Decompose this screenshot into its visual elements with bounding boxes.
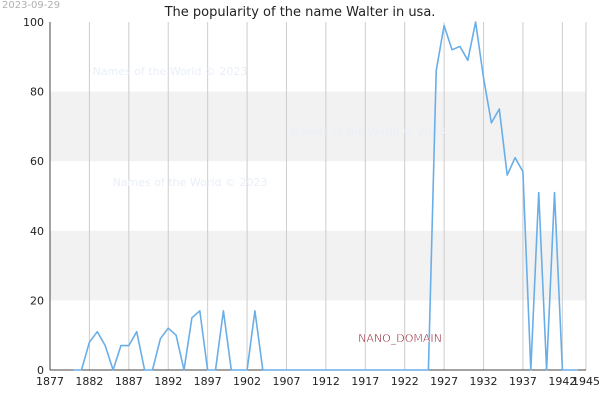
x-tick-label: 1932 (470, 375, 498, 388)
x-tick-label: 1892 (154, 375, 182, 388)
x-tick-label: 1877 (36, 375, 64, 388)
y-tick-label: 100 (23, 16, 44, 29)
x-tick-label: 1887 (115, 375, 143, 388)
grid-band (50, 91, 586, 162)
x-tick-label: 1945 (572, 375, 600, 388)
x-tick-label: 1882 (75, 375, 103, 388)
y-tick-label: 40 (30, 225, 44, 238)
watermark: Names of the World © 2023 (113, 176, 268, 189)
x-tick-label: 1922 (391, 375, 419, 388)
date-stamp: 2023-09-29 (2, 0, 61, 11)
x-tick-label: 1912 (312, 375, 340, 388)
watermark: Names of the World © 2023 (93, 65, 248, 78)
x-tick-label: 1917 (351, 375, 379, 388)
y-tick-label: 80 (30, 86, 44, 99)
x-tick-label: 1902 (233, 375, 261, 388)
domain-label: NANO_DOMAIN (358, 332, 442, 345)
y-tick-label: 20 (30, 294, 44, 307)
y-tick-label: 0 (37, 364, 44, 377)
y-tick-label: 60 (30, 155, 44, 168)
grid-band (50, 230, 586, 301)
x-tick-label: 1897 (194, 375, 222, 388)
x-tick-label: 1907 (272, 375, 300, 388)
x-tick-label: 1942 (548, 375, 576, 388)
chart-title: The popularity of the name Walter in usa… (164, 5, 436, 20)
x-tick-label: 1937 (509, 375, 537, 388)
series-line (73, 21, 579, 371)
x-tick-label: 1927 (430, 375, 458, 388)
watermark: Names of the World © 2023 (291, 125, 446, 138)
